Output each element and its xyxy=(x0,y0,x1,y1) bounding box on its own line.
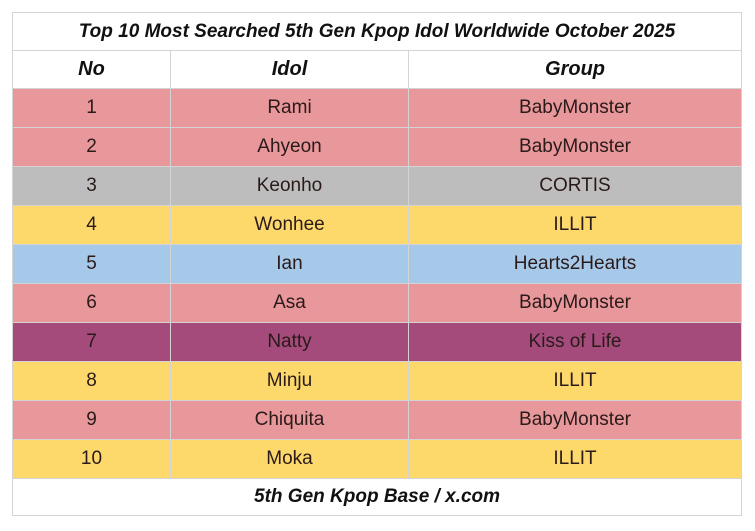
table-row: 3 Keonho CORTIS xyxy=(12,166,743,206)
cell-idol: Ian xyxy=(170,244,409,284)
table-row: 1 Rami BabyMonster xyxy=(12,88,743,128)
cell-no: 10 xyxy=(12,439,171,479)
cell-group: BabyMonster xyxy=(407,127,743,167)
cell-idol: Asa xyxy=(170,283,409,323)
cell-no: 3 xyxy=(12,166,171,206)
cell-no: 6 xyxy=(12,283,171,323)
cell-group: BabyMonster xyxy=(407,88,743,128)
cell-no: 2 xyxy=(12,127,171,167)
cell-idol: Chiquita xyxy=(170,400,409,440)
column-header-idol: Idol xyxy=(170,50,409,89)
cell-no: 9 xyxy=(12,400,171,440)
table-row: 5 Ian Hearts2Hearts xyxy=(12,244,743,284)
cell-group: CORTIS xyxy=(407,166,743,206)
cell-no: 4 xyxy=(12,205,171,245)
table-row: 7 Natty Kiss of Life xyxy=(12,322,743,362)
cell-idol: Keonho xyxy=(170,166,409,206)
column-header-no: No xyxy=(12,50,171,89)
cell-idol: Moka xyxy=(170,439,409,479)
cell-group: BabyMonster xyxy=(407,283,743,323)
table-row: 8 Minju ILLIT xyxy=(12,361,743,401)
cell-idol: Rami xyxy=(170,88,409,128)
cell-group: ILLIT xyxy=(407,205,743,245)
table-row: 9 Chiquita BabyMonster xyxy=(12,400,743,440)
cell-group: BabyMonster xyxy=(407,400,743,440)
source-footer: 5th Gen Kpop Base / x.com xyxy=(11,478,743,516)
table-row: 2 Ahyeon BabyMonster xyxy=(12,127,743,167)
cell-no: 5 xyxy=(12,244,171,284)
cell-idol: Wonhee xyxy=(170,205,409,245)
cell-no: 7 xyxy=(12,322,171,362)
cell-idol: Ahyeon xyxy=(170,127,409,167)
cell-idol: Minju xyxy=(170,361,409,401)
cell-idol: Natty xyxy=(170,322,409,362)
cell-group: Hearts2Hearts xyxy=(407,244,743,284)
table-row: 4 Wonhee ILLIT xyxy=(12,205,743,245)
cell-group: ILLIT xyxy=(407,361,743,401)
ranking-table: Top 10 Most Searched 5th Gen Kpop Idol W… xyxy=(11,12,743,516)
column-header-group: Group xyxy=(407,50,743,89)
cell-no: 1 xyxy=(12,88,171,128)
cell-no: 8 xyxy=(12,361,171,401)
table-row: 6 Asa BabyMonster xyxy=(12,283,743,323)
cell-group: Kiss of Life xyxy=(407,322,743,362)
table-title: Top 10 Most Searched 5th Gen Kpop Idol W… xyxy=(11,12,743,51)
cell-group: ILLIT xyxy=(407,439,743,479)
table-row: 10 Moka ILLIT xyxy=(12,439,743,479)
